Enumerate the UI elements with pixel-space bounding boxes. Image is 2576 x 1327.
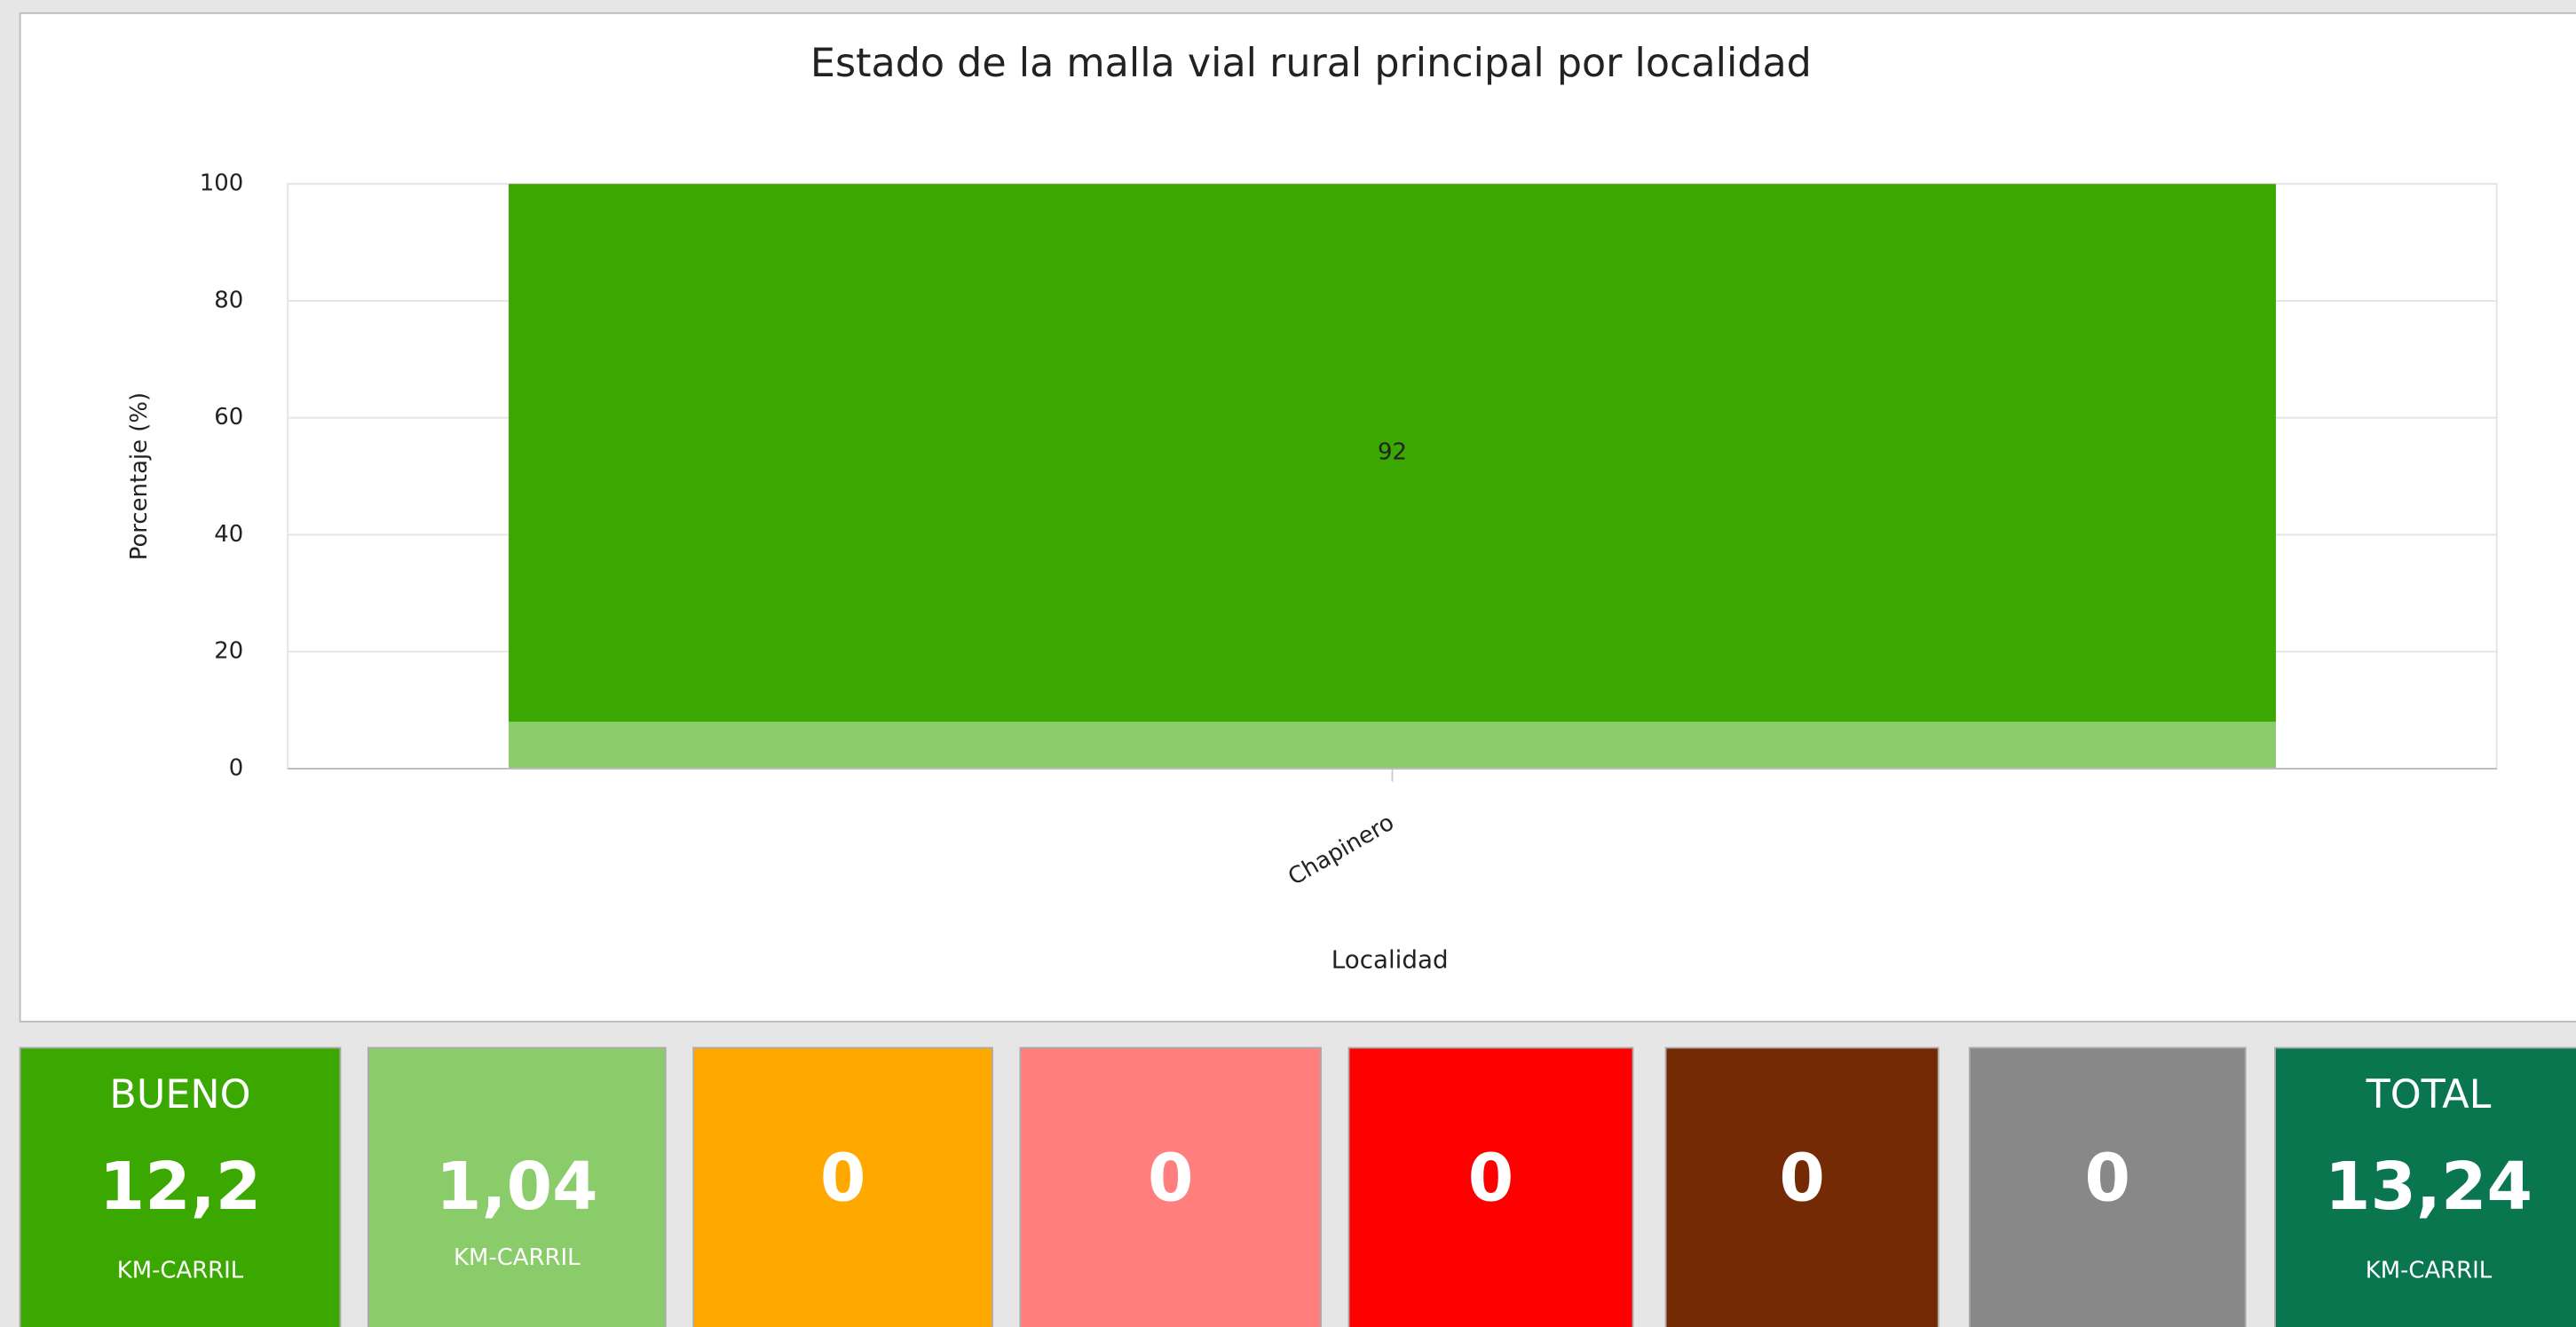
status-card: [1968, 1047, 2247, 1327]
status-card: [1019, 1047, 1322, 1327]
card-value: 12,2: [99, 1149, 262, 1225]
status-card: [367, 1047, 667, 1327]
y-tick-label: 100: [200, 170, 243, 197]
y-tick-label: 60: [214, 404, 243, 430]
status-card: [2274, 1047, 2576, 1327]
card-value: 1,04: [436, 1149, 598, 1225]
status-card: [692, 1047, 993, 1327]
card-unit: KM-CARRIL: [2366, 1258, 2493, 1284]
card-value: 0: [1468, 1141, 1514, 1217]
chart-title: Estado de la malla vial rural principal …: [810, 41, 1812, 86]
bar-segment: [509, 722, 2276, 769]
card-value: 13,24: [2325, 1149, 2533, 1225]
card-unit: KM-CARRIL: [117, 1258, 244, 1284]
card-value: 0: [820, 1141, 866, 1217]
card-unit: KM-CARRIL: [454, 1244, 581, 1271]
y-tick-label: 40: [214, 521, 243, 548]
status-card: [19, 1047, 342, 1327]
bar-segment: [509, 184, 2276, 723]
card-value: 0: [1779, 1141, 1825, 1217]
data-label: 92: [1378, 439, 1407, 466]
y-tick-label: 0: [229, 754, 243, 781]
card-value: 0: [1148, 1141, 1194, 1217]
status-card: [1347, 1047, 1634, 1327]
card-value: 0: [2085, 1141, 2131, 1217]
card-title: TOTAL: [2366, 1072, 2492, 1118]
y-tick-label: 80: [214, 287, 243, 313]
status-card: [1664, 1047, 1940, 1327]
x-axis-title: Localidad: [1331, 944, 1449, 974]
y-axis-title: Porcentaje (%): [126, 392, 153, 560]
card-title: BUENO: [109, 1072, 250, 1118]
y-tick-label: 20: [214, 638, 243, 665]
